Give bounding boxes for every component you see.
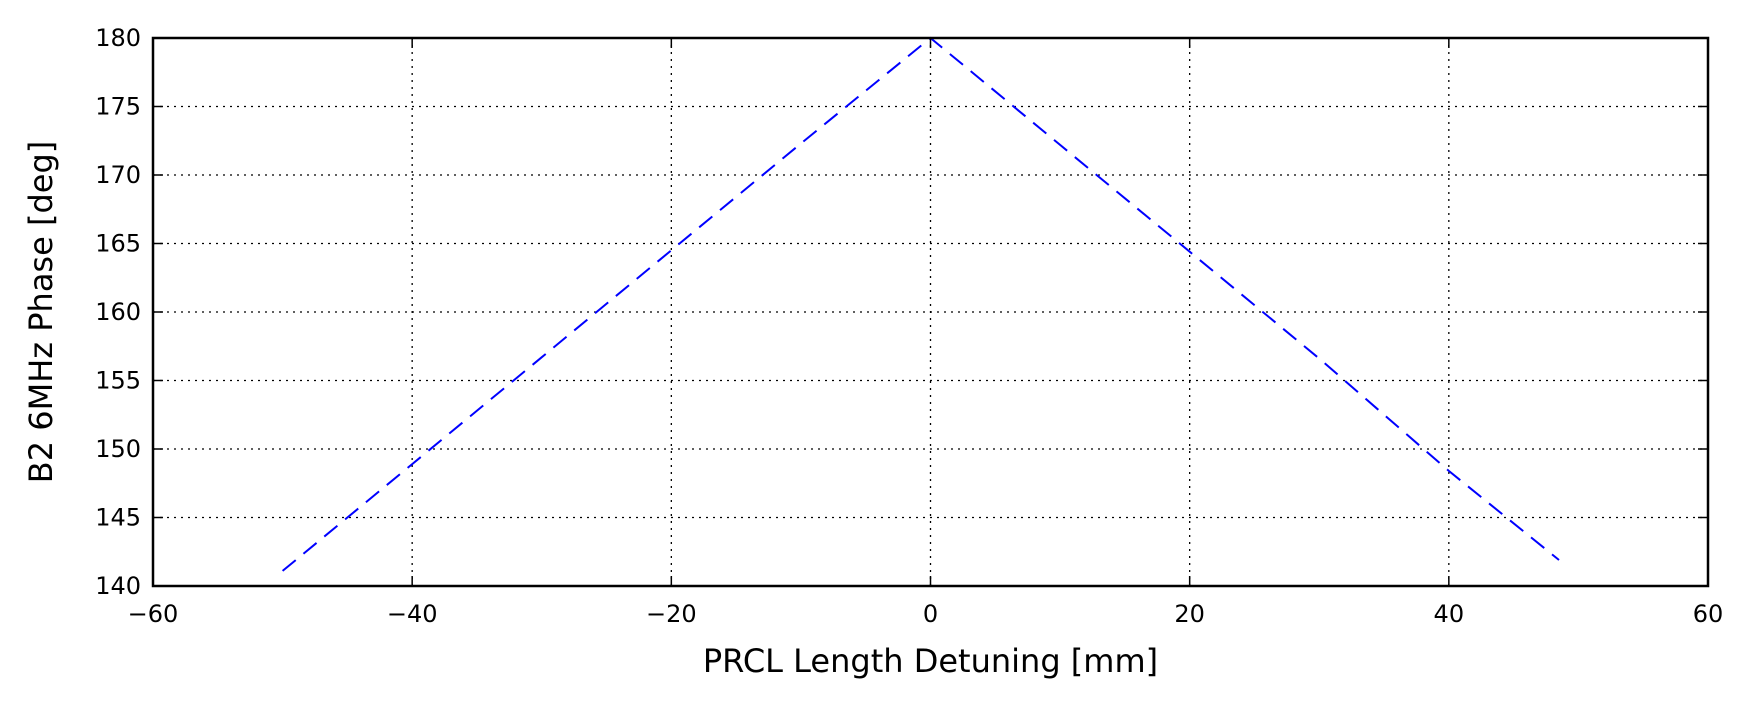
- x-tick-label: 0: [923, 600, 938, 628]
- x-tick-label: 40: [1434, 600, 1465, 628]
- grid-lines: [153, 38, 1708, 586]
- series-line: [281, 36, 1560, 572]
- x-tick-label: −20: [646, 600, 697, 628]
- y-tick-label: 145: [95, 504, 141, 532]
- x-tick-label: 20: [1174, 600, 1205, 628]
- y-tick-label: 150: [95, 435, 141, 463]
- y-tick-label: 140: [95, 572, 141, 600]
- x-axis-label: PRCL Length Detuning [mm]: [703, 642, 1158, 680]
- y-tick-label: 170: [95, 161, 141, 189]
- x-tick-label: −60: [128, 600, 179, 628]
- y-tick-label: 175: [95, 93, 141, 121]
- y-tick-label: 160: [95, 298, 141, 326]
- y-tick-label: 155: [95, 367, 141, 395]
- x-tick-label: −40: [387, 600, 438, 628]
- y-tick-label: 165: [95, 230, 141, 258]
- y-tick-label: 180: [95, 24, 141, 52]
- series-lines: [281, 36, 1560, 572]
- x-tick-label: 60: [1693, 600, 1724, 628]
- tick-labels: −60 −40 −20 0 20 40 60 140 145 150 155 160 165 170 175…: [95, 24, 1723, 628]
- ticks: [152, 37, 1709, 587]
- y-axis-label: B2 6MHz Phase [deg]: [22, 141, 60, 483]
